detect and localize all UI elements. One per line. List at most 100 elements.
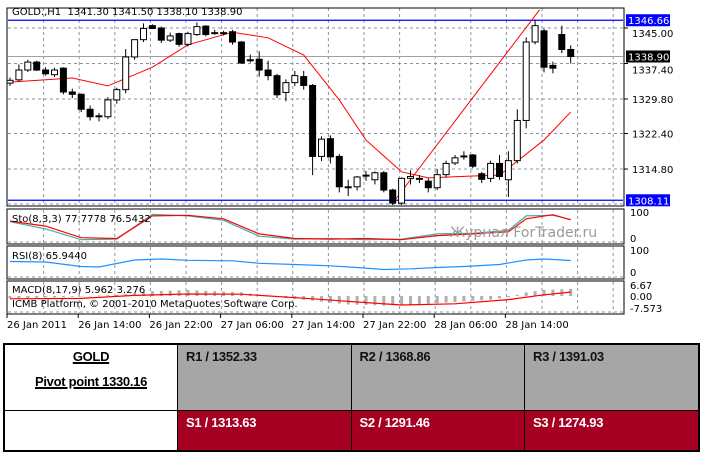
candle (318, 138, 325, 157)
time-tick-label: 27 Jan 06:00 (221, 320, 284, 331)
candle (371, 172, 379, 181)
macd-signal-line (9, 291, 571, 306)
pivot-symbol-cell: GOLD Pivot point 1330.16 (3, 343, 178, 411)
price-level-label: 1308.11 (628, 196, 669, 207)
macd-histogram-bar (8, 296, 12, 299)
stochastic-pane (6, 208, 625, 245)
price-level-badge (626, 14, 670, 27)
candle (264, 69, 272, 77)
macd-histogram-bar (444, 296, 448, 303)
candle (433, 174, 441, 189)
macd-histogram-bar (435, 296, 439, 304)
candle (451, 157, 459, 164)
indicator-axis-label: 0 (630, 268, 636, 279)
macd-histogram-bar (142, 292, 145, 296)
main-pane (6, 7, 625, 207)
price-tick-label: 1329.80 (632, 95, 673, 106)
price-tick-label: 1345.00 (632, 29, 673, 40)
macd-histogram-bar (328, 296, 332, 303)
price-level-badge (626, 194, 670, 207)
candle (122, 56, 130, 91)
macd-histogram-bar (61, 296, 65, 298)
chart-header: GOLD.,H1 1341.30 1341.50 1338.10 1338.90 (12, 7, 242, 18)
macd-label: MACD(8,17,9) 5.962 3.276 (12, 285, 145, 296)
candle (237, 41, 245, 64)
pivot-point: Pivot point 1330.16 (34, 374, 148, 389)
candle (255, 58, 263, 71)
macd-histogram-bar (35, 296, 39, 298)
candle (51, 69, 58, 76)
macd-histogram-bar (115, 294, 119, 296)
candle (335, 155, 343, 188)
candle (157, 27, 165, 41)
macd-histogram-bar (97, 295, 101, 297)
rsi-pane (6, 245, 625, 280)
pivot-table: GOLD Pivot point 1330.16 R1 / 1352.33 R2… (3, 343, 700, 452)
candle (531, 25, 539, 43)
support-s3: S3 / 1274.93 (524, 409, 700, 452)
candle (353, 176, 361, 188)
indicator-axis-label: 0 (630, 234, 636, 245)
macd-histogram-bar (489, 296, 493, 300)
candle (220, 32, 228, 35)
macd-histogram-bar (391, 296, 395, 306)
macd-histogram-bar (355, 296, 359, 305)
macd-histogram-bar (159, 290, 163, 296)
price-level-label: 1346.66 (628, 16, 669, 27)
resistance-r3: R3 / 1391.03 (524, 343, 700, 411)
candle (424, 180, 432, 189)
price-levels (8, 19, 623, 201)
candle (193, 26, 201, 36)
indicator-axis-label: 100 (630, 208, 649, 219)
price-chart[interactable]: GOLD.,H1 1341.30 1341.50 1338.10 1338.90… (0, 0, 703, 340)
macd-histogram-bar (542, 290, 546, 296)
macd-histogram-bar (186, 290, 190, 296)
macd-histogram-bar (462, 296, 466, 302)
candle (273, 75, 281, 96)
macd-histogram-bar (133, 293, 137, 296)
stochastic-label: Sto(8,3,3) 77.7778 76.5432 (12, 214, 151, 225)
macd-histogram-bar (106, 295, 110, 296)
candle (166, 35, 174, 41)
candle (504, 160, 512, 181)
candle (77, 93, 85, 110)
stochastic-signal-line (9, 214, 571, 241)
time-tick-label: 28 Jan 06:00 (434, 320, 497, 331)
macd-histogram-bar (337, 296, 341, 304)
price-tick-label: 1337.40 (632, 65, 673, 76)
watermark: Журнал ForTrader.ru (450, 225, 597, 241)
resistance-r2: R2 / 1368.86 (350, 343, 525, 411)
time-tick-label: 26 Jan 22:00 (149, 320, 212, 331)
rsi-label: RSI(8) 65.9440 (12, 251, 87, 262)
candle (309, 84, 317, 157)
support-s2: S2 / 1291.46 (350, 409, 525, 452)
candle (140, 27, 147, 41)
macd-histogram-bar (409, 296, 412, 305)
macd-histogram-bar (426, 296, 430, 304)
candle (300, 76, 308, 86)
candle (540, 30, 548, 68)
rsi-line (9, 258, 571, 271)
copyright-text: ICMB Platform, © 2001-2010 MetaQuotes So… (12, 299, 298, 310)
support-s1: S1 / 1313.63 (177, 409, 352, 452)
candle (229, 31, 236, 43)
macd-histogram-bar (150, 291, 154, 296)
candle (68, 91, 76, 95)
candle (291, 75, 299, 84)
candle (478, 173, 486, 180)
moving-average-line (9, 31, 572, 179)
macd-histogram-bar (79, 296, 83, 297)
macd-histogram-bar (480, 296, 484, 301)
macd-histogram-bar (195, 290, 199, 296)
candle (24, 61, 32, 71)
macd-histogram-bar (533, 291, 537, 296)
candle (113, 89, 121, 101)
pivot-symbol: GOLD (72, 349, 110, 364)
price-tick-label: 1322.40 (632, 130, 673, 141)
candle (59, 67, 67, 93)
macd-histogram-bar (177, 290, 181, 296)
macd-histogram-bar (382, 296, 386, 306)
macd-histogram-bar (204, 290, 208, 296)
candle (282, 82, 290, 93)
candle (344, 186, 352, 189)
